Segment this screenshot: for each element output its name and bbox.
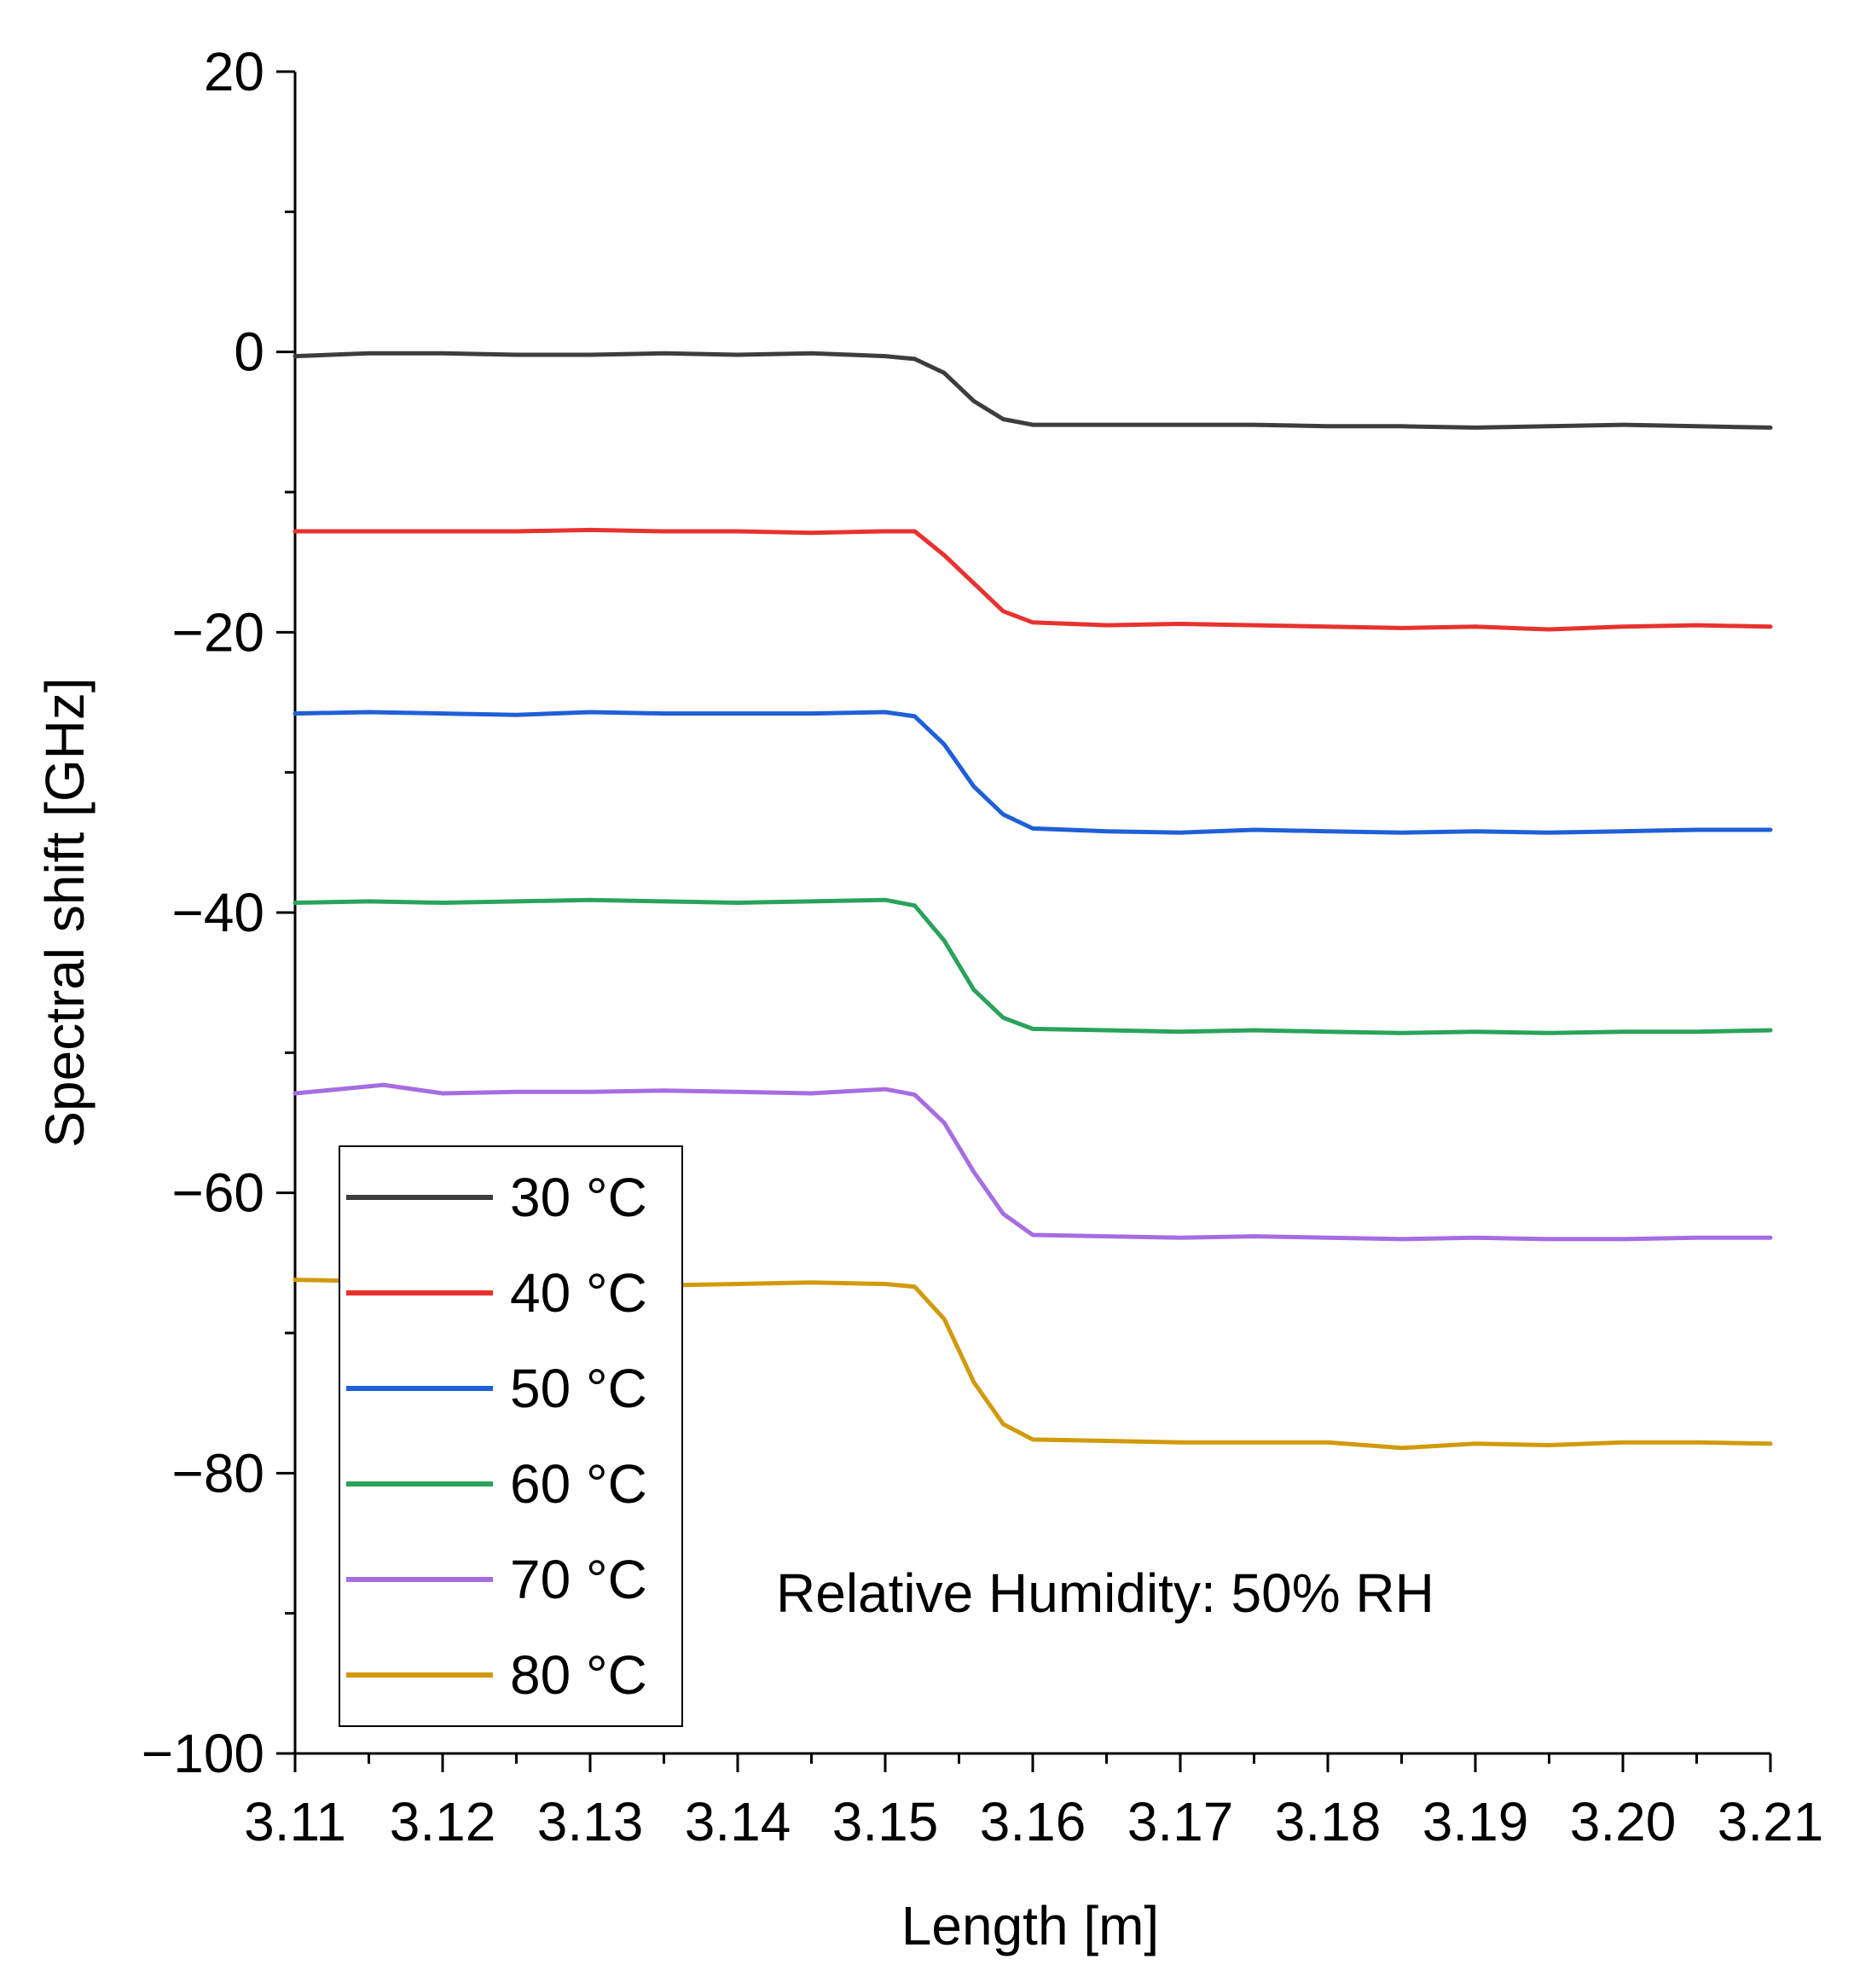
y-tick-label: −20 [171,601,264,663]
legend-label: 50 °C [510,1358,647,1419]
legend-label: 60 °C [510,1453,647,1515]
y-tick-label: −100 [142,1723,264,1784]
series-line-1 [293,351,1773,430]
x-tick-label: 3.16 [980,1791,1086,1852]
y-tick-label: −80 [171,1442,264,1504]
x-tick-label: 3.20 [1570,1791,1677,1852]
x-tick-label: 3.11 [244,1791,346,1852]
legend-label: 30 °C [510,1167,647,1228]
x-axis-title: Length [m] [901,1895,1159,1956]
y-tick-label: 0 [234,322,264,383]
y-tick-label: −60 [171,1162,264,1224]
series-line-5 [293,1082,1773,1242]
y-tick-label: 20 [204,41,264,102]
series-line-3 [293,710,1773,835]
x-tick-label: 3.15 [832,1791,939,1852]
x-tick-label: 3.18 [1275,1791,1382,1852]
series-line-2 [293,527,1773,632]
series-line-4 [293,897,1773,1035]
x-tick-label: 3.12 [390,1791,496,1852]
x-tick-label: 3.13 [537,1791,644,1852]
x-tick-label: 3.19 [1422,1791,1529,1852]
legend-label: 80 °C [510,1644,647,1706]
y-tick-label: −40 [171,882,264,943]
legend-label: 40 °C [510,1262,647,1324]
x-tick-label: 3.17 [1127,1791,1234,1852]
x-tick-label: 3.14 [685,1791,791,1852]
y-axis-title: Spectral shift [GHz] [34,677,96,1147]
legend-box [339,1145,683,1727]
humidity-annotation: Relative Humidity: 50% RH [776,1562,1434,1624]
legend-label: 70 °C [510,1549,647,1610]
x-tick-label: 3.21 [1718,1791,1824,1852]
